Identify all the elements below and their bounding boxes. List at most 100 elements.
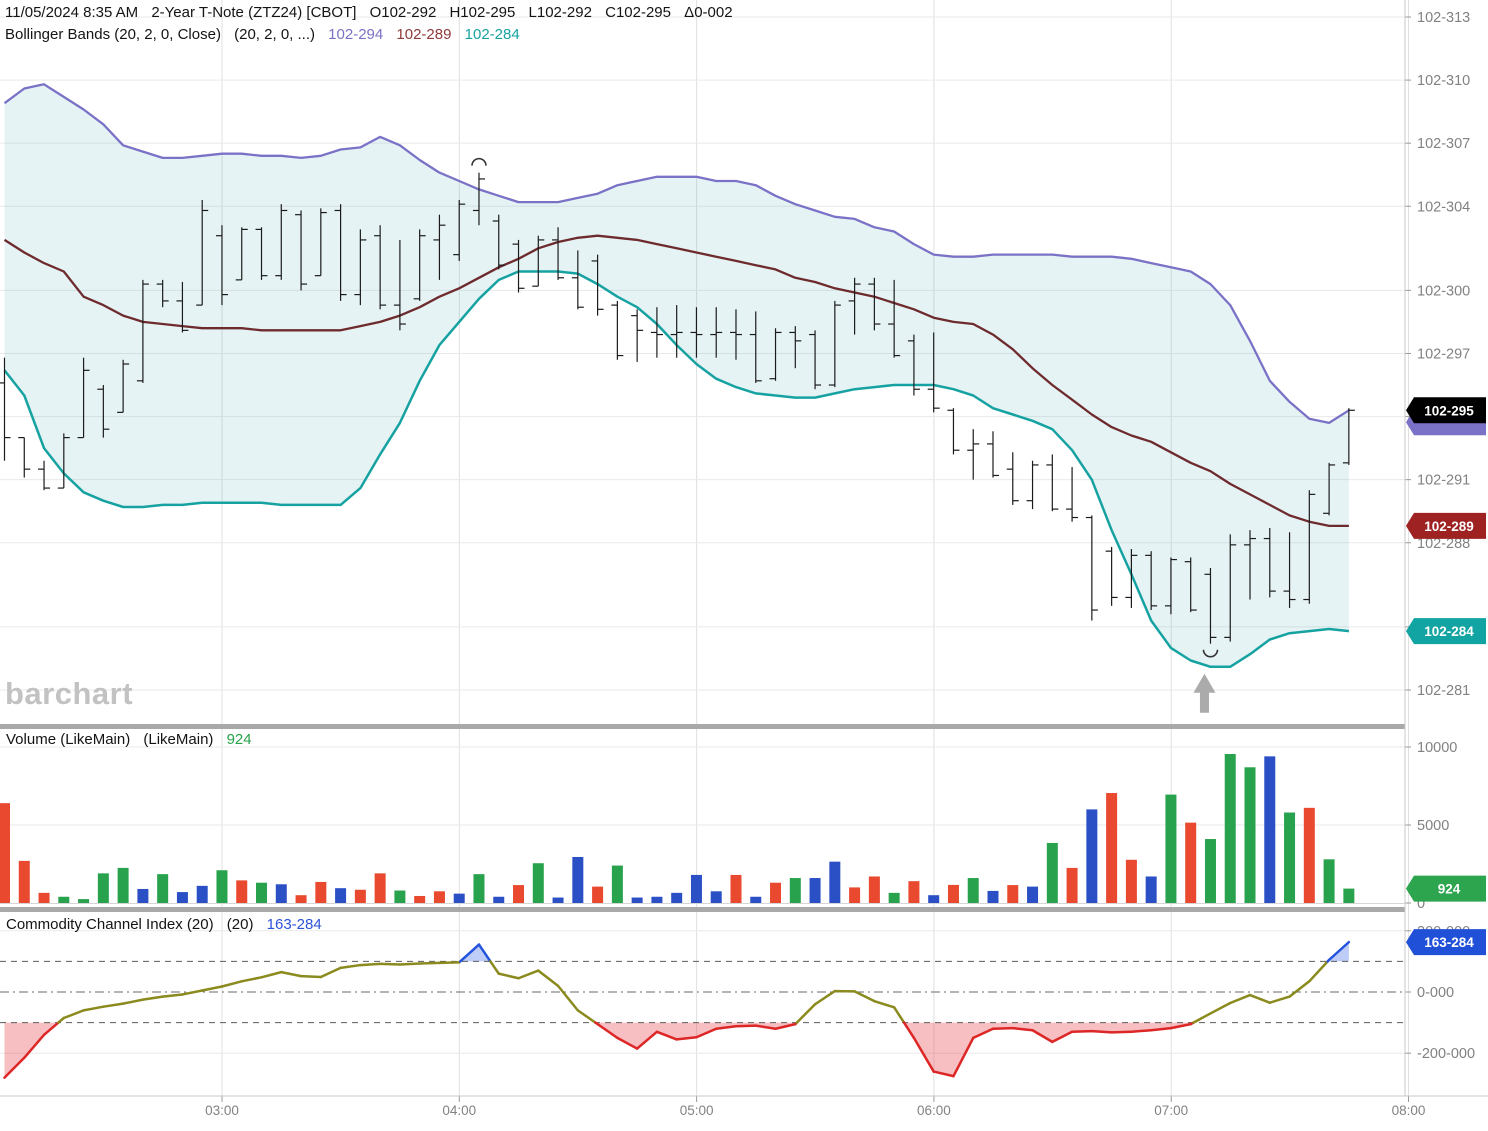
cci-line-segment <box>912 1036 935 1073</box>
volume-bar <box>216 870 228 903</box>
cci-line-segment <box>902 1021 916 1040</box>
time-axis-label: 08:00 <box>1392 1103 1426 1118</box>
volume-badge-text: 924 <box>1438 882 1461 897</box>
bollinger-band-fill <box>4 84 1349 667</box>
volume-bar <box>1264 756 1276 903</box>
price-axis-label: 102-310 <box>1417 73 1470 89</box>
bb-middle-badge-bg <box>1406 512 1486 539</box>
volume-legend[interactable]: Volume (LikeMain) (LikeMain) 924 <box>6 731 261 748</box>
volume-bar <box>1066 867 1078 903</box>
cci-line-segment <box>497 972 520 980</box>
quote-change: Δ0-002 <box>684 4 733 21</box>
ohlc-bars <box>0 172 1355 644</box>
cci-line-segment <box>1031 1029 1054 1044</box>
price-axis-label: 102-307 <box>1417 136 1470 152</box>
cci-line-segment <box>1209 1001 1232 1015</box>
cci-line-segment <box>260 970 283 979</box>
cci-line-segment <box>795 1002 817 1024</box>
bollinger-band-fill <box>4 84 1349 667</box>
volume-bar <box>671 892 683 903</box>
axis-labels: 102-313 102-310 102-307 102-304 102-300 102-2… <box>205 10 1475 1118</box>
bollinger-upper-band <box>3 83 1350 425</box>
cci-line-segment <box>418 961 441 965</box>
volume-bar <box>374 873 386 903</box>
cci-line-segment <box>1192 1012 1212 1024</box>
volume-axis-label: 5000 <box>1417 818 1449 834</box>
volume-bars <box>0 754 1355 903</box>
bb-middle-badge-text: 102-289 <box>1424 519 1474 534</box>
cci-line-segment <box>102 1002 125 1008</box>
volume-bar <box>137 888 149 903</box>
cci-line-segment <box>754 1024 777 1030</box>
cci-line-segment <box>655 1030 678 1041</box>
bollinger-lower-value: 102-284 <box>464 26 520 43</box>
volume-bar <box>473 874 485 903</box>
volume-badge-bg <box>1406 875 1486 902</box>
volume-bar <box>1323 859 1335 903</box>
volume-bar <box>730 874 742 903</box>
cci-line-segment <box>1110 1030 1133 1034</box>
cci-line-segment <box>695 1027 718 1039</box>
cci-line-segment <box>616 1036 639 1050</box>
volume-bar <box>631 897 643 903</box>
cci-line-segment <box>873 999 896 1009</box>
time-axis-label: 05:00 <box>680 1103 714 1118</box>
volume-bar <box>256 882 268 903</box>
volume-bar <box>849 887 861 903</box>
cci-value: 163-284 <box>266 916 322 933</box>
cci-line-segment <box>853 990 876 1003</box>
volume-bar <box>770 882 782 903</box>
volume-bar <box>354 889 366 903</box>
cci-line-segment <box>378 962 402 966</box>
volume-bar <box>236 880 248 903</box>
volume-bar <box>335 888 347 903</box>
price-axis-label: 102-313 <box>1417 10 1470 26</box>
quote-header: 11/05/2024 8:35 AM 2-Year T-Note (ZTZ24)… <box>5 4 742 21</box>
volume-bar <box>157 874 169 903</box>
volume-bar <box>176 892 188 903</box>
cci-line-segment <box>635 1030 659 1050</box>
volume-bar <box>611 865 623 903</box>
quote-symbol: 2-Year T-Note (ZTZ24) [CBOT] <box>151 4 357 21</box>
volume-bar <box>1204 839 1216 903</box>
volume-bar <box>868 876 880 903</box>
cci-line-segment <box>714 1025 738 1030</box>
cci-thresholds <box>0 960 1405 1024</box>
cci-line-segment <box>971 1027 995 1040</box>
cci-line-segment <box>1308 960 1329 983</box>
cci-line-segment <box>438 961 461 965</box>
volume-bar <box>58 896 70 903</box>
cci-fills <box>4 942 1349 1078</box>
volume-axis-label: 0 <box>1417 896 1425 912</box>
cci-line-segment <box>1149 1026 1173 1032</box>
bollinger-middle-value: 102-289 <box>396 26 452 43</box>
time-axis-label: 04:00 <box>442 1103 476 1118</box>
cci-line-segment <box>339 963 362 970</box>
bollinger-legend[interactable]: Bollinger Bands (20, 2, 0, Close) (20, 2… <box>5 26 529 43</box>
cci-legend[interactable]: Commodity Channel Index (20) (20) 163-28… <box>6 916 331 933</box>
cci-line-segment <box>200 985 224 992</box>
cci-line-segment <box>458 943 481 963</box>
quote-open: O102-292 <box>369 4 437 21</box>
cci-line-segment <box>1130 1029 1153 1034</box>
cycle-low-arc <box>1202 649 1219 658</box>
volume-bar <box>987 890 999 903</box>
volume-bar <box>572 856 584 903</box>
volume-bar <box>117 867 129 903</box>
panel-separator <box>0 907 1405 912</box>
cci-line-segment <box>319 966 342 979</box>
cci-line-segment <box>734 1024 758 1028</box>
quote-high: H102-295 <box>449 4 516 21</box>
volume-bar <box>1343 888 1355 903</box>
cci-line-segment <box>596 1022 619 1040</box>
volume-bar <box>1303 807 1315 903</box>
volume-bar <box>18 860 30 903</box>
cci-line-segment <box>42 1021 60 1037</box>
cci-line-segment <box>220 980 243 988</box>
cci-line-segment <box>161 993 184 998</box>
volume-bar <box>789 878 801 903</box>
cci-line <box>3 940 1351 1079</box>
cci-line-segment <box>813 989 837 1006</box>
